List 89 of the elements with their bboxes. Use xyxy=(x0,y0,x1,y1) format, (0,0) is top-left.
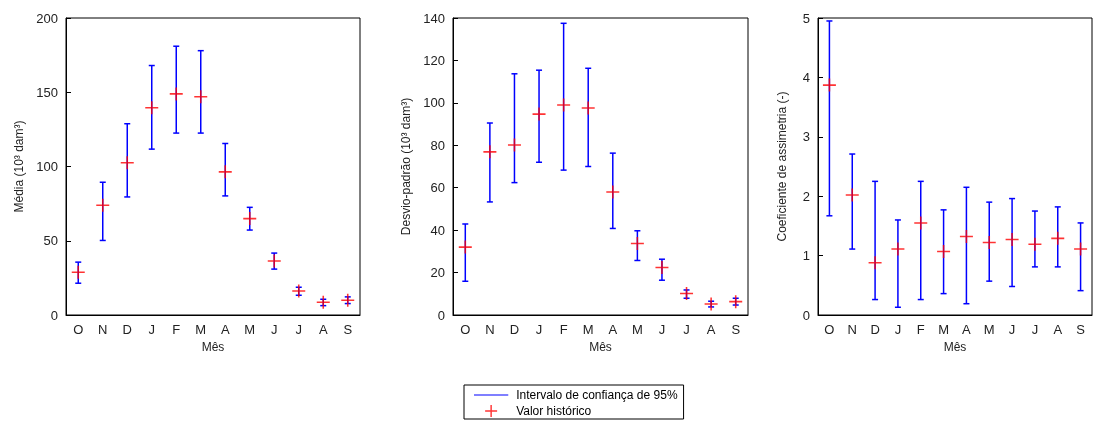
x-tick-label: J xyxy=(658,322,666,337)
y-tick-label: 0 xyxy=(802,307,810,323)
point xyxy=(483,145,497,159)
y-tick-label: 3 xyxy=(802,129,810,145)
y-tick-label: 150 xyxy=(36,84,58,100)
point xyxy=(194,90,208,104)
x-tick-label: D xyxy=(870,322,880,337)
x-tick-label: O xyxy=(73,322,84,337)
y-tick-label: 0 xyxy=(50,307,58,323)
point xyxy=(868,256,882,270)
x-tick-label: O xyxy=(460,322,471,337)
y-tick-label: 50 xyxy=(43,233,58,249)
x-tick-label: J xyxy=(148,322,155,337)
y-tick-label: 4 xyxy=(802,69,810,85)
x-tick-label: J xyxy=(683,322,690,337)
y-tick-label: 80 xyxy=(430,137,445,153)
point xyxy=(822,78,836,92)
x-tick-label: J xyxy=(894,322,902,337)
x-tick-label: J xyxy=(535,322,543,337)
y-tick-label: 120 xyxy=(423,52,445,68)
x-tick-label: N xyxy=(98,322,108,337)
x-tick-label: A xyxy=(962,322,972,337)
y-tick-label: 20 xyxy=(430,265,445,281)
x-axis-title: Mês xyxy=(201,339,225,354)
point xyxy=(532,107,546,121)
point xyxy=(914,216,928,230)
point xyxy=(71,265,85,279)
x-tick-label: M xyxy=(983,322,995,337)
y-tick-label: 0 xyxy=(437,307,445,323)
text: Intervalo de confiança de 95% xyxy=(516,388,678,402)
x-axis-title: Mês xyxy=(943,339,967,354)
point xyxy=(557,98,571,112)
y-axis-title: Coeficiente de assimetria (-) xyxy=(775,91,789,242)
y-tick-label: 100 xyxy=(36,159,58,174)
x-tick-label: J xyxy=(1031,322,1039,337)
y-axis-title: Desvio-padrão (10³ dam³) xyxy=(399,97,414,236)
x-tick-label: S xyxy=(1076,322,1086,337)
y-tick-label: 5 xyxy=(802,10,810,26)
point xyxy=(1074,242,1088,256)
y-tick-label: 60 xyxy=(430,180,445,196)
x-tick-label: M xyxy=(582,322,594,337)
x-tick-label: M xyxy=(631,322,643,337)
y-tick-label: 140 xyxy=(423,10,445,26)
point xyxy=(507,138,521,152)
x-tick-label: S xyxy=(343,322,353,337)
x-tick-label: A xyxy=(220,322,230,337)
y-axis-title: Média (10³ dam³) xyxy=(12,120,27,213)
x-tick-label: S xyxy=(731,322,741,337)
point xyxy=(96,198,110,212)
x-tick-label: A xyxy=(318,322,328,337)
y-tick-label: 2 xyxy=(802,188,810,204)
point xyxy=(1028,237,1042,251)
point xyxy=(655,260,669,274)
x-tick-label: M xyxy=(195,322,207,337)
x-tick-label: A xyxy=(1053,322,1063,337)
x-axis-title: Mês xyxy=(589,339,612,354)
x-tick-label: A xyxy=(608,322,618,337)
legend-label: Valor histórico xyxy=(516,404,592,418)
x-tick-label: N xyxy=(485,322,495,337)
x-tick-label: A xyxy=(706,322,716,337)
point xyxy=(120,156,134,170)
x-tick-label: M xyxy=(244,322,256,337)
point xyxy=(1005,233,1019,247)
y-tick-label: 200 xyxy=(36,10,58,26)
point xyxy=(891,242,905,256)
y-tick-label: 100 xyxy=(423,95,445,111)
point xyxy=(145,101,159,115)
point xyxy=(243,212,257,226)
x-tick-label: J xyxy=(271,322,278,337)
point xyxy=(218,165,232,179)
y-tick-label: 40 xyxy=(430,222,445,238)
x-tick-label: F xyxy=(559,322,568,337)
x-tick-label: O xyxy=(824,322,835,337)
x-tick-label: F xyxy=(172,322,181,337)
point xyxy=(1051,231,1065,245)
x-tick-label: D xyxy=(122,322,132,337)
point xyxy=(169,87,183,101)
x-tick-label: N xyxy=(847,322,857,337)
point xyxy=(845,188,859,202)
point xyxy=(581,101,595,115)
point xyxy=(606,185,620,199)
y-tick-label: 1 xyxy=(802,248,810,264)
x-tick-label: J xyxy=(1008,322,1016,337)
x-tick-label: M xyxy=(938,322,950,337)
point xyxy=(458,240,472,254)
x-tick-label: F xyxy=(916,322,925,337)
x-tick-label: D xyxy=(509,322,520,337)
point xyxy=(982,236,996,250)
x-tick-label: J xyxy=(295,322,302,337)
